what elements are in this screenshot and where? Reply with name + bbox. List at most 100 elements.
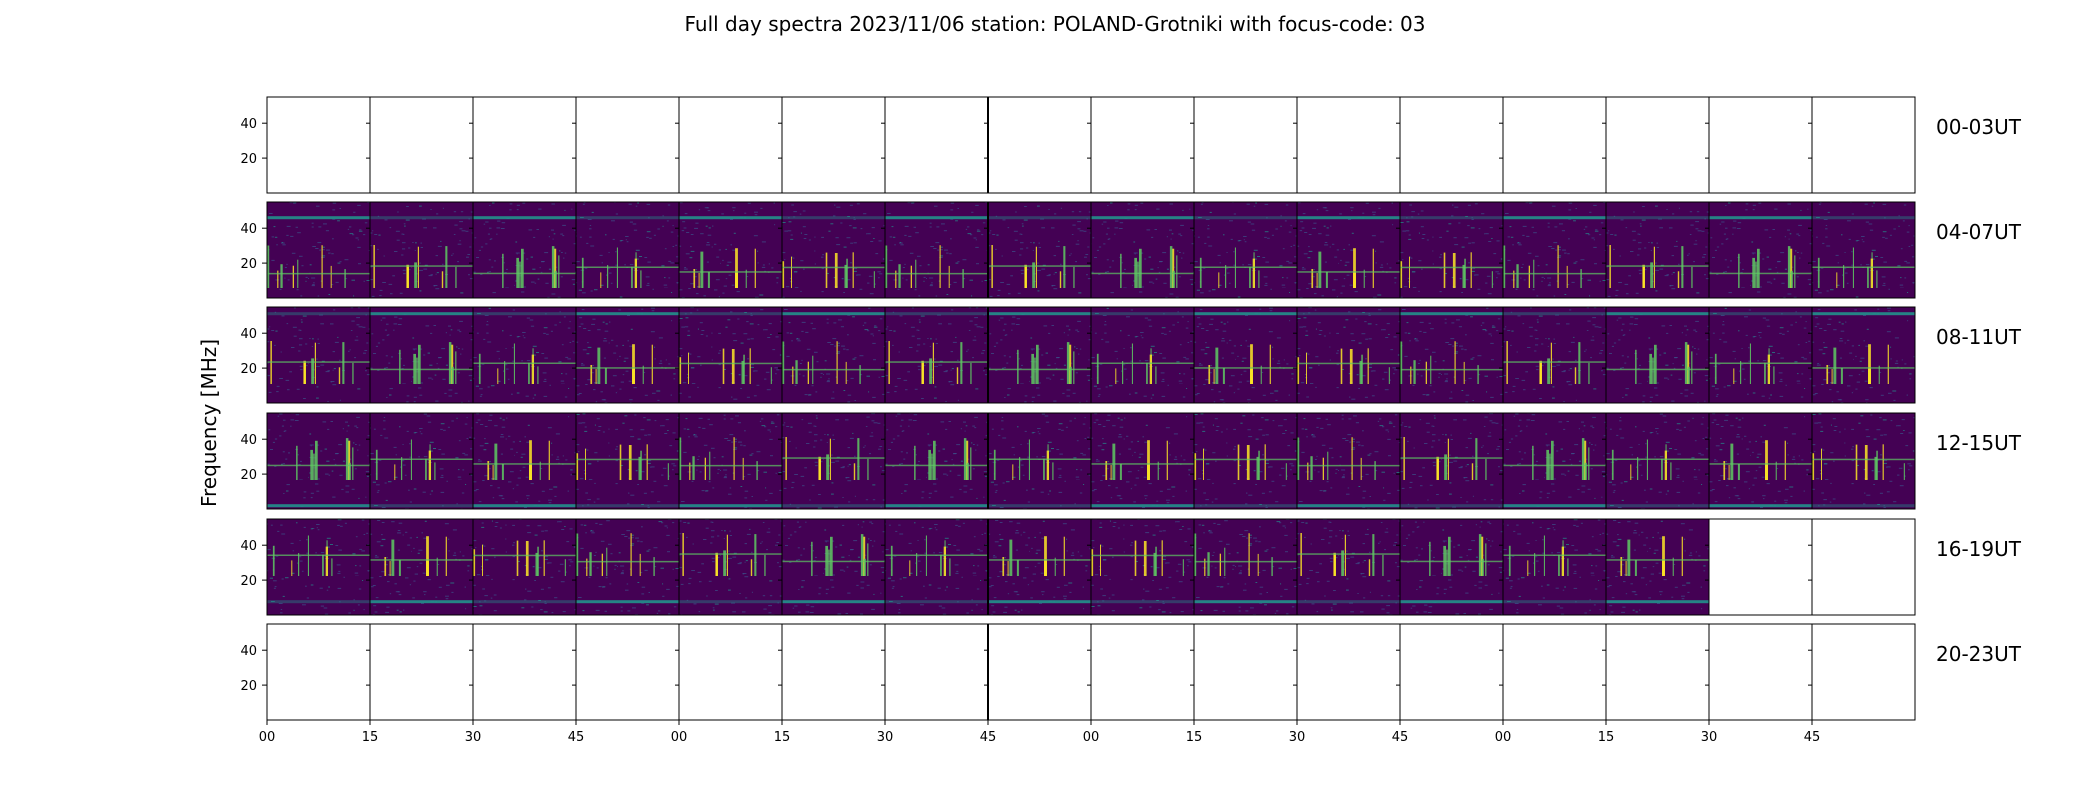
spectrum-panel xyxy=(1709,307,1812,403)
spectrum-panel xyxy=(370,202,473,298)
x-tick-label: 15 xyxy=(1598,730,1615,745)
y-tick-label: 20 xyxy=(240,152,257,167)
empty-panel xyxy=(1091,97,1194,193)
row-08-11UT: 20 40 08-11UT xyxy=(240,306,2022,404)
y-tick-label: 20 xyxy=(240,468,257,483)
spectrum-panel xyxy=(473,202,576,298)
spectrum-panel xyxy=(370,413,473,509)
row-label: 08-11UT xyxy=(1936,325,2022,349)
spectrum-panel xyxy=(576,519,679,615)
empty-panel xyxy=(370,624,473,720)
x-tick-label: 45 xyxy=(980,730,997,745)
y-tick-label: 40 xyxy=(240,644,257,659)
y-tick-label: 40 xyxy=(240,433,257,448)
spectrum-panel xyxy=(370,519,473,615)
y-tick-label: 40 xyxy=(240,539,257,554)
x-tick-label: 30 xyxy=(465,730,482,745)
row-frame xyxy=(266,201,1916,299)
y-tick-label: 40 xyxy=(240,327,257,342)
spectrum-panel xyxy=(1606,413,1709,509)
row-frame xyxy=(266,96,1916,194)
spectrum-panel xyxy=(1400,413,1503,509)
empty-panel xyxy=(885,97,988,193)
empty-panel xyxy=(1194,97,1297,193)
spectrum-panel xyxy=(782,307,885,403)
spectrum-panel xyxy=(1503,307,1606,403)
x-tick-label: 00 xyxy=(259,730,276,745)
spectrum-panel xyxy=(1709,413,1812,509)
empty-panel xyxy=(576,624,679,720)
y-tick-label: 20 xyxy=(240,679,257,694)
x-tick-label: 15 xyxy=(1186,730,1203,745)
spectrum-panel xyxy=(885,519,988,615)
spectrum-panel xyxy=(1091,202,1194,298)
spectrum-panel xyxy=(1400,307,1503,403)
row-label: 12-15UT xyxy=(1936,431,2022,455)
row-04-07UT: 20 40 04-07UT xyxy=(240,201,2022,299)
spectrum-panel xyxy=(1606,202,1709,298)
spectrum-panel xyxy=(1194,519,1297,615)
y-axis-title: Frequency [MHz] xyxy=(197,339,221,507)
empty-panel xyxy=(1709,97,1812,193)
spectrum-panel xyxy=(988,202,1091,298)
row-00-03UT: 20 40 00-03UT xyxy=(240,96,2022,194)
spectrum-panel xyxy=(988,519,1091,615)
spectrum-panel xyxy=(1503,413,1606,509)
empty-panel xyxy=(1503,624,1606,720)
empty-panel xyxy=(1400,624,1503,720)
spectrum-panel xyxy=(988,307,1091,403)
x-tick-label: 45 xyxy=(568,730,585,745)
row-frame xyxy=(266,412,1916,510)
row-frame xyxy=(266,518,1916,616)
spectrum-panel xyxy=(782,519,885,615)
x-tick-label: 30 xyxy=(1701,730,1718,745)
x-axis: 00 15 30 45 00 15 30 45 00 15 30 45 00 15 30 45 xyxy=(259,720,1821,745)
spectrum-panel xyxy=(1194,307,1297,403)
y-tick-label: 40 xyxy=(240,222,257,237)
y-tick-label: 20 xyxy=(240,257,257,272)
x-tick-label: 30 xyxy=(1289,730,1306,745)
row-label: 00-03UT xyxy=(1936,115,2022,139)
empty-panel xyxy=(1606,624,1709,720)
x-tick-label: 45 xyxy=(1804,730,1821,745)
spectrum-panel xyxy=(1400,202,1503,298)
spectrum-panel xyxy=(1297,202,1400,298)
empty-panel xyxy=(1194,624,1297,720)
empty-panel xyxy=(679,97,782,193)
spectrum-panel xyxy=(370,307,473,403)
x-tick-label: 45 xyxy=(1392,730,1409,745)
spectrum-panel xyxy=(1194,413,1297,509)
empty-panel xyxy=(1606,97,1709,193)
row-frame xyxy=(266,306,1916,404)
empty-panel xyxy=(267,624,370,720)
empty-panel xyxy=(1297,624,1400,720)
spectrum-panel xyxy=(1091,413,1194,509)
empty-panel xyxy=(1812,97,1915,193)
spectrum-panel xyxy=(576,202,679,298)
empty-panel xyxy=(782,97,885,193)
empty-panel xyxy=(576,97,679,193)
empty-panel xyxy=(988,97,1091,193)
empty-panel xyxy=(1503,97,1606,193)
chart-title: Full day spectra 2023/11/06 station: POL… xyxy=(685,12,1426,36)
empty-panel xyxy=(988,624,1091,720)
x-tick-label: 00 xyxy=(671,730,688,745)
y-tick-label: 20 xyxy=(240,574,257,589)
row-label: 20-23UT xyxy=(1936,642,2022,666)
spectrum-panel xyxy=(885,413,988,509)
empty-panel xyxy=(1812,519,1915,615)
spectrum-panel xyxy=(473,307,576,403)
empty-panel xyxy=(679,624,782,720)
x-tick-label: 30 xyxy=(877,730,894,745)
spectrum-panel xyxy=(1297,413,1400,509)
empty-panel xyxy=(1091,624,1194,720)
spectrum-panel xyxy=(576,307,679,403)
empty-panel xyxy=(1709,624,1812,720)
row-16-19UT: 20 40 16-19UT xyxy=(240,518,2022,616)
spectrum-panel xyxy=(267,413,370,509)
panel-grid: 20 40 00-03UT 20 40 04-07UT 20 40 08-11UT 20 40 12-… xyxy=(240,96,2022,721)
spectrum-panel xyxy=(1091,519,1194,615)
spectrum-panel xyxy=(267,519,370,615)
spectrum-panel xyxy=(1091,307,1194,403)
spectrum-panel xyxy=(885,202,988,298)
